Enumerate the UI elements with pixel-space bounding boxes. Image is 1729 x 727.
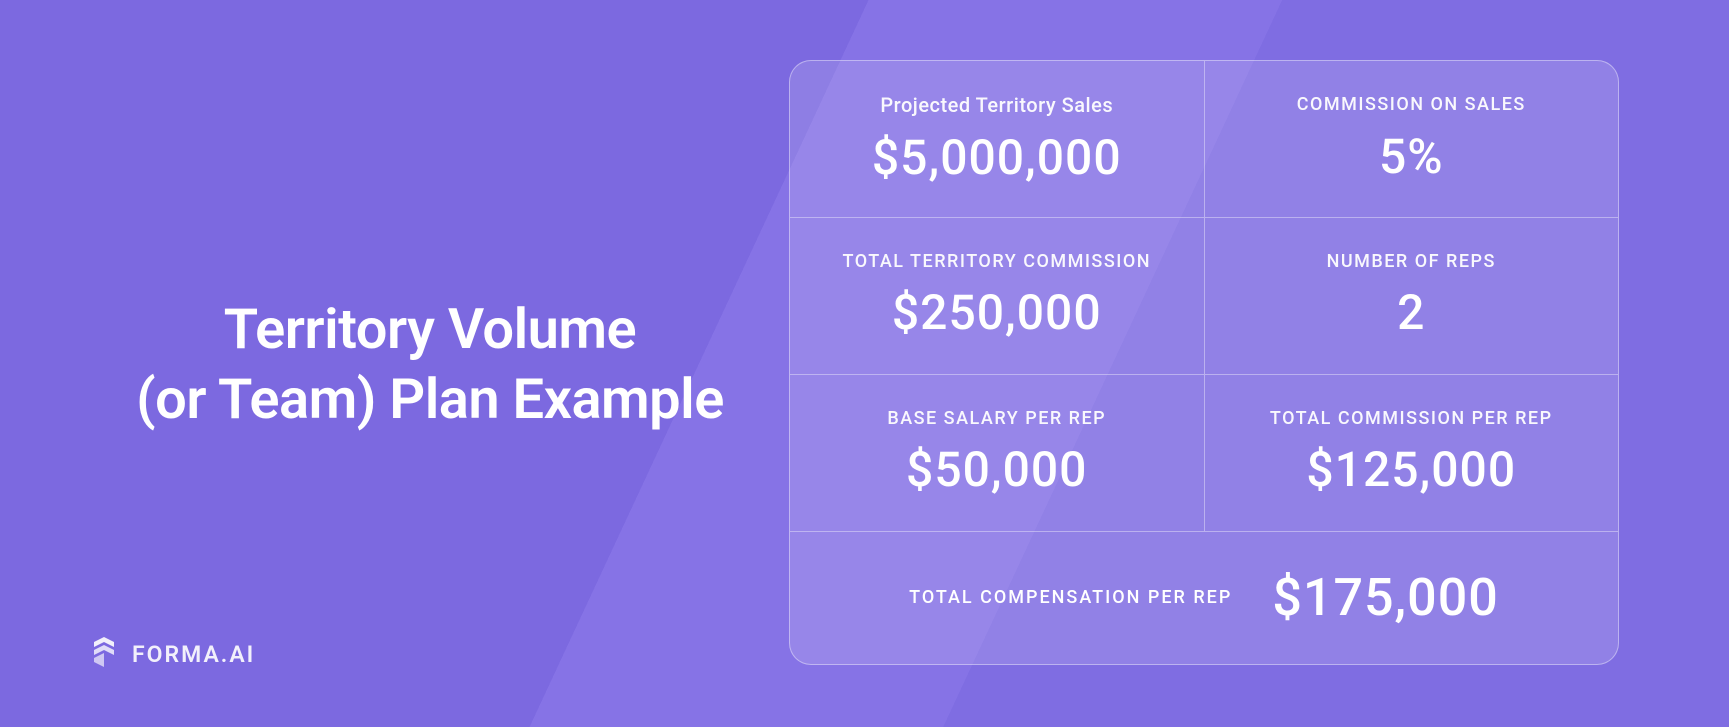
infographic-canvas: Territory Volume (or Team) Plan Example … (0, 0, 1729, 727)
cell-label: TOTAL COMMISSION PER REP (1270, 407, 1553, 431)
cell-total-commission: TOTAL TERRITORY COMMISSION $250,000 (790, 218, 1204, 374)
cell-value: 2 (1397, 284, 1425, 341)
cell-num-reps: NUMBER OF REPS 2 (1204, 218, 1619, 374)
cell-label: Projected Territory Sales (880, 92, 1113, 119)
cell-base-salary: BASE SALARY PER REP $50,000 (790, 375, 1204, 531)
cell-value: $50,000 (906, 441, 1087, 498)
cell-label: TOTAL TERRITORY COMMISSION (843, 250, 1152, 274)
cell-commission-per-rep: TOTAL COMMISSION PER REP $125,000 (1204, 375, 1619, 531)
cell-value: $125,000 (1306, 441, 1516, 498)
cell-value: 5% (1379, 128, 1444, 185)
plan-card: Projected Territory Sales $5,000,000 COM… (789, 60, 1619, 665)
cell-projected-sales: Projected Territory Sales $5,000,000 (790, 61, 1204, 217)
cell-label: BASE SALARY PER REP (887, 407, 1106, 431)
cell-value: $250,000 (892, 284, 1102, 341)
cell-commission-rate: COMMISSION ON SALES 5% (1204, 61, 1619, 217)
card-total-row: TOTAL COMPENSATION PER REP $175,000 (790, 532, 1618, 664)
cell-value: $5,000,000 (872, 129, 1122, 186)
card-row: BASE SALARY PER REP $50,000 TOTAL COMMIS… (790, 375, 1618, 532)
left-panel: Territory Volume (or Team) Plan Example (0, 0, 780, 727)
total-value: $175,000 (1272, 567, 1499, 628)
headline-line-1: Territory Volume (224, 296, 636, 362)
forma-logo-icon (90, 636, 118, 672)
brand-logo-text: FORMA.AI (132, 641, 255, 668)
page-title: Territory Volume (or Team) Plan Example (90, 294, 770, 434)
brand-logo: FORMA.AI (90, 636, 255, 672)
headline-line-2: (or Team) Plan Example (136, 366, 724, 432)
card-row: Projected Territory Sales $5,000,000 COM… (790, 61, 1618, 218)
total-label: TOTAL COMPENSATION PER REP (909, 587, 1232, 608)
card-row: TOTAL TERRITORY COMMISSION $250,000 NUMB… (790, 218, 1618, 375)
cell-label: NUMBER OF REPS (1327, 250, 1496, 274)
cell-label: COMMISSION ON SALES (1297, 93, 1526, 117)
